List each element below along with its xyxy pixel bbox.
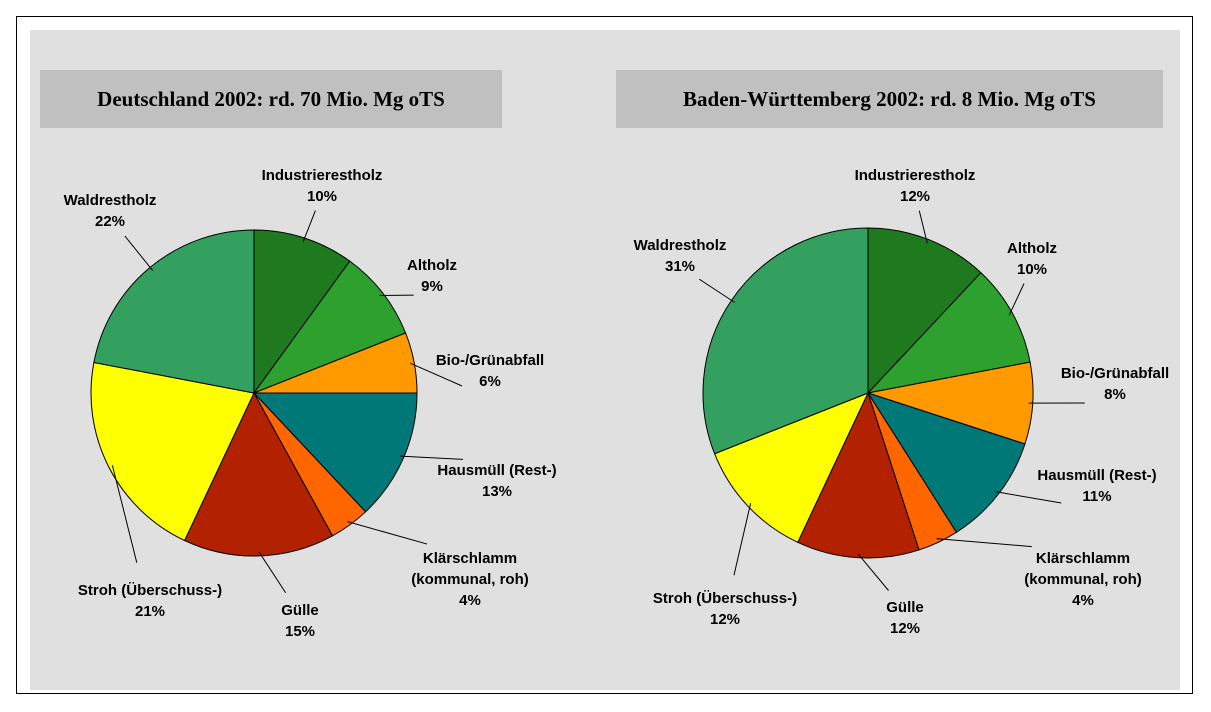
category-label: Klärschlamm (kommunal, roh): [411, 550, 529, 588]
category-label: Industrierestholz: [261, 167, 383, 184]
value-label: 15%: [284, 623, 316, 640]
value-label: 10%: [1016, 261, 1048, 278]
category-label: Industrierestholz: [854, 167, 976, 184]
frame: [16, 16, 1193, 694]
value-label: 31%: [664, 258, 696, 275]
data-label: Stroh (Überschuss-) 12%: [640, 588, 810, 630]
data-label: Bio-/Grünabfall 8%: [1030, 363, 1200, 405]
category-label: Stroh (Überschuss-): [77, 582, 223, 599]
category-label: Waldrestholz: [63, 192, 157, 209]
category-label: Gülle: [281, 602, 319, 619]
data-label: Waldrestholz 22%: [25, 190, 195, 232]
leader-line: [302, 210, 316, 242]
chart-title: Deutschland 2002: rd. 70 Mio. Mg oTS: [40, 70, 502, 128]
leader-line: [918, 210, 928, 244]
value-label: 21%: [134, 603, 166, 620]
leader-line: [698, 278, 736, 303]
value-label: 8%: [1104, 386, 1126, 403]
leader-line: [995, 491, 1062, 504]
data-label: Industrierestholz 10%: [237, 165, 407, 207]
data-label: Altholz 9%: [347, 255, 517, 297]
data-label: Industrierestholz 12%: [830, 165, 1000, 207]
pie-slice: [866, 272, 1031, 394]
leader-line: [258, 551, 287, 594]
category-label: Bio-/Grünabfall: [1060, 365, 1170, 382]
leader-line: [733, 503, 752, 576]
category-label: Stroh (Überschuss-): [652, 590, 798, 607]
pie-slice: [797, 391, 920, 559]
value-label: 12%: [709, 611, 741, 628]
pie-slice: [713, 392, 869, 543]
category-label: Hausmüll (Rest-): [437, 462, 557, 479]
data-label: Klärschlamm (kommunal, roh) 4%: [998, 548, 1168, 611]
data-label: Gülle 15%: [215, 600, 385, 642]
category-label: Bio-/Grünabfall: [435, 352, 545, 369]
pie-slice: [252, 260, 407, 395]
pie-slice: [867, 227, 982, 395]
data-label: Waldrestholz 31%: [595, 235, 765, 277]
value-label: 4%: [459, 592, 481, 609]
category-label: Gülle: [886, 599, 924, 616]
data-label: Bio-/Grünabfall 6%: [405, 350, 575, 392]
value-label: 11%: [1082, 488, 1112, 505]
pie-slice: [90, 361, 255, 542]
value-label: 22%: [94, 213, 126, 230]
value-label: 4%: [1072, 592, 1094, 609]
leader-line: [347, 521, 428, 545]
data-label: Hausmüll (Rest-) 13%: [412, 460, 582, 502]
category-label: Hausmüll (Rest-): [1037, 467, 1157, 484]
data-label: Altholz 10%: [947, 238, 1117, 280]
value-label: 9%: [421, 278, 443, 295]
value-label: 12%: [889, 620, 921, 637]
leader-line: [1008, 283, 1025, 316]
value-label: 6%: [479, 373, 501, 390]
pie-slice: [183, 391, 334, 557]
category-label: Waldrestholz: [633, 237, 727, 254]
value-label: 10%: [306, 188, 338, 205]
data-label: Klärschlamm (kommunal, roh) 4%: [385, 548, 555, 611]
data-label: Hausmüll (Rest-) 11%: [1012, 465, 1182, 507]
leader-line: [409, 362, 463, 387]
leader-line: [857, 553, 889, 591]
leader-line: [111, 465, 138, 563]
data-label: Gülle 12%: [820, 597, 990, 639]
leader-line: [936, 538, 1032, 548]
value-label: 12%: [899, 188, 931, 205]
value-label: 13%: [481, 483, 513, 500]
leader-line: [399, 455, 464, 460]
category-label: Altholz: [407, 257, 457, 274]
pie-slice: [252, 392, 418, 513]
category-label: Klärschlamm (kommunal, roh): [1024, 550, 1142, 588]
category-label: Altholz: [1007, 240, 1057, 257]
chart-title: Baden-Württemberg 2002: rd. 8 Mio. Mg oT…: [616, 70, 1163, 128]
leader-line: [124, 235, 154, 271]
pie-slice: [866, 392, 1026, 534]
data-label: Stroh (Überschuss-) 21%: [65, 580, 235, 622]
